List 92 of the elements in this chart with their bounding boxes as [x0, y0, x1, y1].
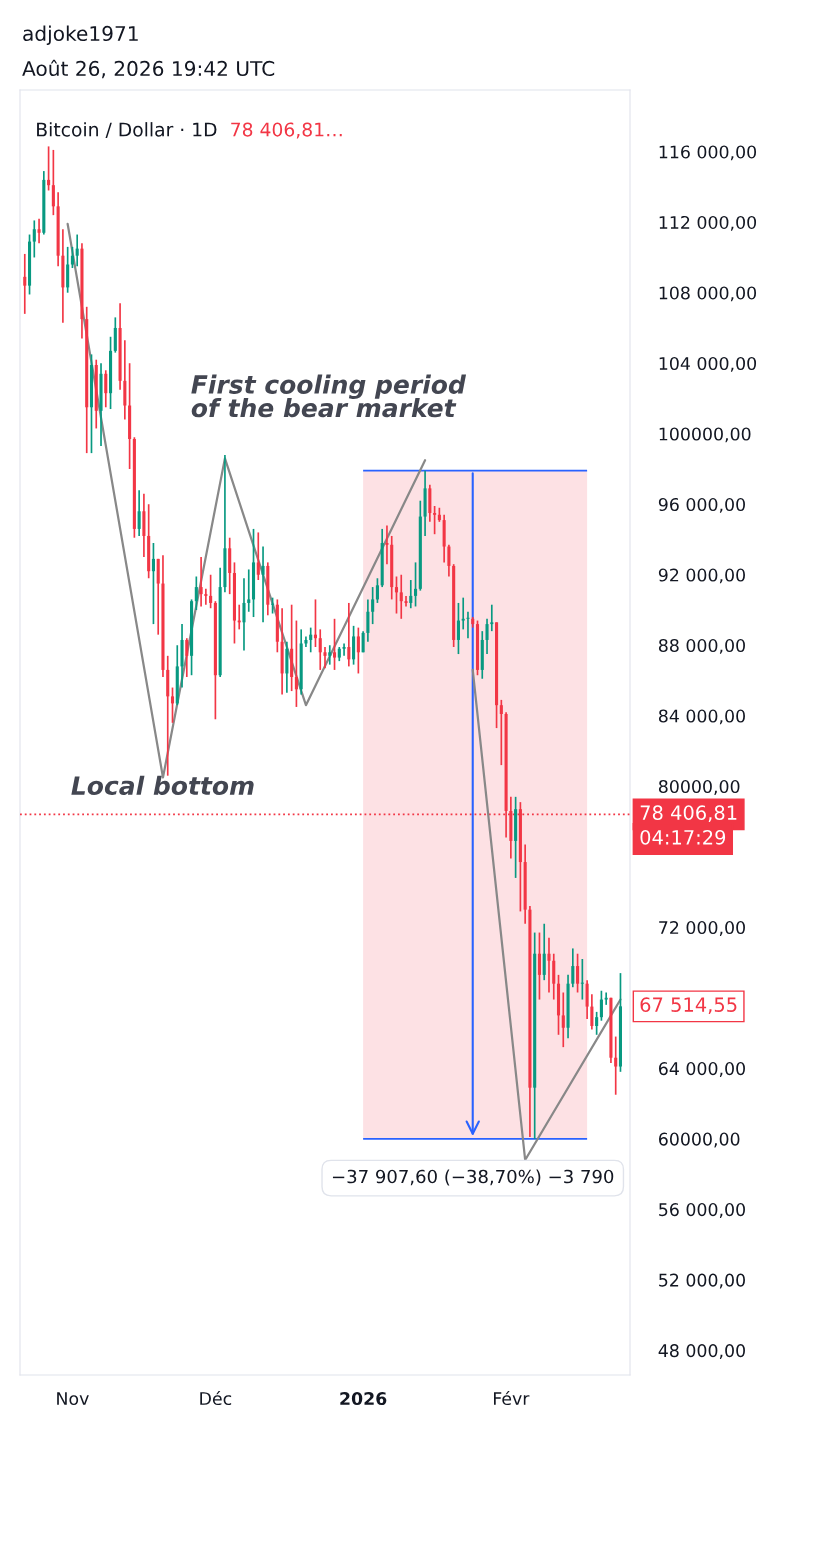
candlestick — [409, 579, 413, 610]
candlestick — [385, 524, 389, 565]
candlestick — [204, 588, 208, 606]
candlestick — [185, 637, 189, 678]
candlestick — [51, 149, 55, 216]
text: Bitcoin / Dollar · 1D — [37, 122, 217, 139]
candlestick — [485, 617, 489, 655]
x-tick-label: 2026 — [340, 1391, 387, 1406]
candlestick — [552, 952, 556, 1001]
candlestick — [399, 573, 403, 620]
y-tick-label: 108 000,00 — [659, 286, 757, 302]
candlestick — [66, 246, 70, 294]
candlestick — [37, 217, 41, 245]
annotation: −37 907,60 (−38,70%) −3 790 — [332, 1169, 614, 1186]
candlestick — [576, 952, 580, 994]
y-tick-label: 100000,00 — [659, 427, 751, 443]
y-tick-label: 92 000,00 — [658, 568, 745, 584]
candlestick — [352, 625, 356, 666]
candlestick — [595, 1011, 599, 1036]
candlestick — [75, 233, 79, 268]
candlestick — [371, 586, 375, 625]
annotation: First cooling period of the bear market — [191, 374, 467, 418]
candlestick — [571, 947, 575, 989]
y-tick-label: 56 000,00 — [659, 1203, 745, 1218]
x-tick-label: Févr — [494, 1390, 530, 1406]
candlestick — [433, 505, 437, 536]
candlestick — [547, 937, 551, 994]
candlestick — [199, 556, 203, 608]
candlestick — [447, 543, 451, 578]
candlestick — [151, 542, 155, 625]
text: Août 26, 2026 19:42 UTC — [22, 59, 275, 79]
y-tick-label: 72 000,00 — [659, 920, 745, 936]
candlestick — [614, 1035, 618, 1096]
candlestick — [585, 979, 589, 1020]
y-tick-label: 96 000,00 — [658, 497, 745, 513]
text: 04:17:29 — [640, 829, 726, 845]
candlestick — [466, 610, 470, 640]
y-tick-label: 112 000,00 — [659, 215, 757, 231]
candlestick — [414, 561, 418, 608]
candlestick — [318, 628, 322, 671]
candlestick — [70, 246, 74, 269]
candlestick — [261, 545, 265, 624]
candlestick — [347, 602, 351, 668]
candlestick — [490, 603, 494, 632]
candlestick — [590, 993, 594, 1031]
candlestick — [537, 931, 541, 1001]
candlestick — [256, 531, 260, 581]
candlestick — [242, 577, 246, 652]
candlestick — [32, 219, 36, 259]
y-tick-label: 52 000,00 — [659, 1273, 745, 1289]
y-tick-label: 104 000,00 — [659, 356, 757, 372]
candlestick — [209, 573, 213, 610]
candlestick — [23, 253, 27, 315]
candlestick — [332, 617, 337, 671]
y-tick-label: 64 000,00 — [658, 1062, 745, 1077]
candlestick — [356, 626, 360, 675]
candlestick — [323, 646, 327, 669]
y-tick-label: 80000,00 — [658, 779, 740, 795]
candlestick — [104, 369, 108, 409]
candlestick — [47, 145, 51, 192]
x-tick-label: Nov — [57, 1392, 89, 1406]
x-tick-label: Déc — [200, 1390, 232, 1406]
candlestick — [499, 699, 503, 766]
candlestick — [375, 577, 379, 604]
candlestick — [194, 575, 198, 611]
y-tick-label: 84 000,00 — [658, 709, 745, 725]
candlestick — [113, 316, 117, 354]
annotation: Local bottom — [71, 775, 254, 796]
candlestick — [170, 686, 175, 724]
candlestick — [309, 626, 313, 654]
ref-line-label: 78 406,81 — [640, 805, 737, 822]
candlestick — [137, 489, 141, 537]
candlestick — [599, 989, 603, 1022]
text: adjoke1971 — [23, 25, 138, 45]
candlestick — [394, 575, 399, 615]
candlestick — [328, 644, 332, 666]
candlestick — [366, 598, 370, 643]
y-tick-label: 116 000,00 — [659, 145, 757, 161]
candlestick — [294, 619, 298, 708]
y-tick-label: 60000,00 — [658, 1132, 740, 1148]
candlestick — [580, 958, 584, 1001]
candlestick — [561, 991, 565, 1048]
candlestick — [456, 602, 460, 655]
candlestick — [604, 991, 608, 1006]
annotation: 78 406,81… — [231, 122, 342, 139]
candlestick — [342, 642, 346, 657]
candlestick — [542, 922, 546, 981]
candlestick — [247, 568, 251, 613]
y-tick-label: 48 000,00 — [658, 1344, 745, 1359]
candlestick — [461, 596, 465, 631]
annotation: 67 514,55 — [640, 997, 737, 1014]
y-tick-label: 88 000,00 — [658, 638, 745, 654]
